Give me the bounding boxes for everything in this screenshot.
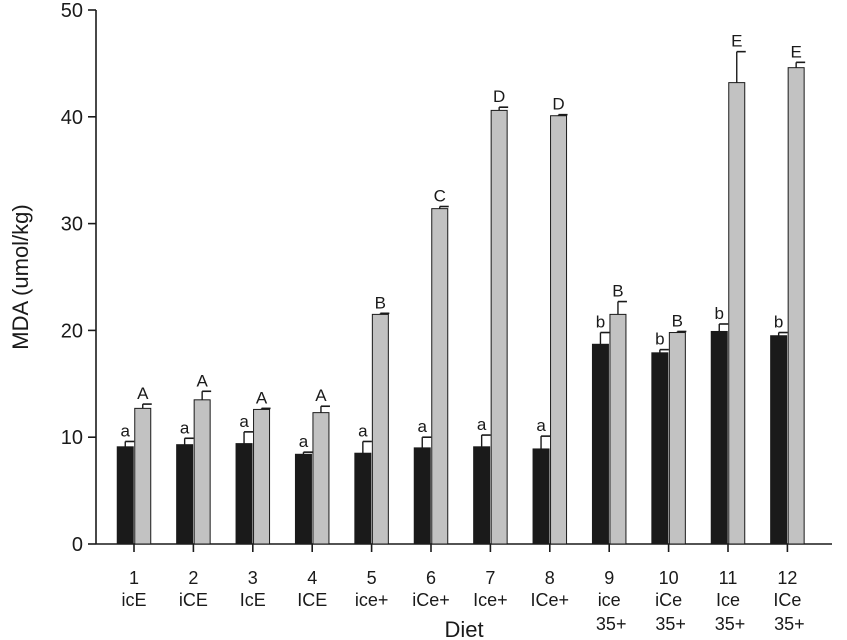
- x-tick-label-diet: ICe: [773, 590, 801, 610]
- x-tick-label-number: 12: [777, 568, 797, 588]
- x-tick-label-diet: ice: [598, 590, 621, 610]
- x-tick-label-diet-suffix: 35+: [715, 614, 746, 634]
- x-tick-label-diet: Ice: [716, 590, 740, 610]
- bar-light: [787, 67, 805, 545]
- bar-light: [490, 109, 508, 545]
- significance-label: D: [552, 95, 564, 114]
- significance-label: a: [358, 421, 368, 440]
- x-tick-label-diet: ICe+: [531, 590, 570, 610]
- x-tick-label-diet-suffix: 35+: [774, 614, 805, 634]
- significance-label: a: [180, 418, 190, 437]
- significance-label: D: [493, 87, 505, 106]
- x-tick-label-diet: iCe: [655, 590, 682, 610]
- significance-label: A: [137, 384, 149, 403]
- x-tick-label-diet: Ice+: [473, 590, 508, 610]
- bar-light: [728, 82, 746, 545]
- significance-label: C: [434, 187, 446, 206]
- x-tick-label-number: 3: [248, 568, 258, 588]
- bar-light: [253, 408, 271, 545]
- bar-dark: [176, 444, 194, 545]
- significance-label: b: [596, 313, 605, 332]
- bar-light: [312, 412, 330, 545]
- bar-light: [550, 115, 568, 545]
- significance-label: A: [256, 388, 268, 407]
- significance-label: E: [731, 32, 742, 51]
- chart-bars: [116, 50, 806, 545]
- x-tick-label-number: 2: [188, 568, 198, 588]
- x-tick-label-number: 8: [545, 568, 555, 588]
- significance-label: a: [536, 416, 546, 435]
- x-tick-label-number: 9: [604, 568, 614, 588]
- significance-label: b: [655, 330, 664, 349]
- y-tick-label: 10: [61, 427, 83, 449]
- significance-label: A: [196, 371, 208, 390]
- x-tick-label-number: 11: [719, 568, 738, 588]
- y-tick-label: 30: [61, 214, 83, 236]
- bar-dark: [710, 330, 728, 545]
- significance-label: B: [612, 282, 623, 301]
- bar-light: [371, 313, 389, 545]
- x-tick-label-number: 10: [659, 568, 679, 588]
- bar-dark: [235, 443, 253, 545]
- y-tick-label: 40: [61, 107, 83, 129]
- x-tick-label-diet: ice+: [355, 590, 389, 610]
- x-tick-label-diet: IcE: [240, 590, 266, 610]
- significance-label: a: [239, 412, 249, 431]
- significance-label: a: [477, 415, 487, 434]
- significance-label: a: [121, 421, 131, 440]
- x-tick-label-number: 6: [426, 568, 436, 588]
- x-tick-label-number: 5: [367, 568, 377, 588]
- bar-dark: [770, 335, 788, 545]
- bar-dark: [413, 447, 431, 545]
- bar-dark: [473, 446, 491, 545]
- significance-label: A: [315, 386, 327, 405]
- x-tick-label-number: 1: [129, 568, 139, 588]
- significance-label: B: [375, 293, 386, 312]
- x-tick-label-diet: ICE: [297, 590, 327, 610]
- bar-light: [431, 208, 449, 545]
- significance-label: B: [672, 311, 683, 330]
- x-tick-label-number: 7: [485, 568, 495, 588]
- chart-labels: a a a a a a a a b b b b A A A A B C D D B B E E: [121, 32, 802, 452]
- significance-label: b: [774, 313, 783, 332]
- x-axis-title: Diet: [444, 617, 483, 640]
- bar-light: [193, 399, 211, 545]
- significance-label: a: [299, 432, 309, 451]
- x-tick-label-diet-suffix: 35+: [596, 614, 627, 634]
- bar-light: [134, 407, 152, 545]
- y-axis-title: MDA (umol/kg): [8, 204, 33, 349]
- x-tick-label-number: 4: [307, 568, 317, 588]
- x-tick-label-diet-suffix: 35+: [655, 614, 686, 634]
- bar-dark: [116, 446, 134, 545]
- x-tick-label-diet: iCe+: [412, 590, 450, 610]
- x-tick-label-diet: iCE: [179, 590, 208, 610]
- x-tick-label-diet: icE: [121, 590, 146, 610]
- bar-light: [609, 313, 627, 545]
- chart-axes: 010203040501icE2iCE3IcE4ICE5ice+6iCe+7Ic…: [61, 0, 832, 634]
- bar-dark: [354, 452, 372, 545]
- bar-light: [668, 332, 686, 545]
- bar-dark: [591, 343, 609, 545]
- significance-label: a: [418, 417, 428, 436]
- bar-dark: [294, 453, 312, 545]
- y-tick-label: 20: [61, 320, 83, 342]
- bar-dark: [651, 352, 669, 545]
- significance-label: b: [715, 304, 724, 323]
- significance-label: E: [790, 42, 801, 61]
- bar-dark: [532, 448, 550, 545]
- y-tick-label: 0: [72, 534, 83, 556]
- y-tick-label: 50: [61, 0, 83, 22]
